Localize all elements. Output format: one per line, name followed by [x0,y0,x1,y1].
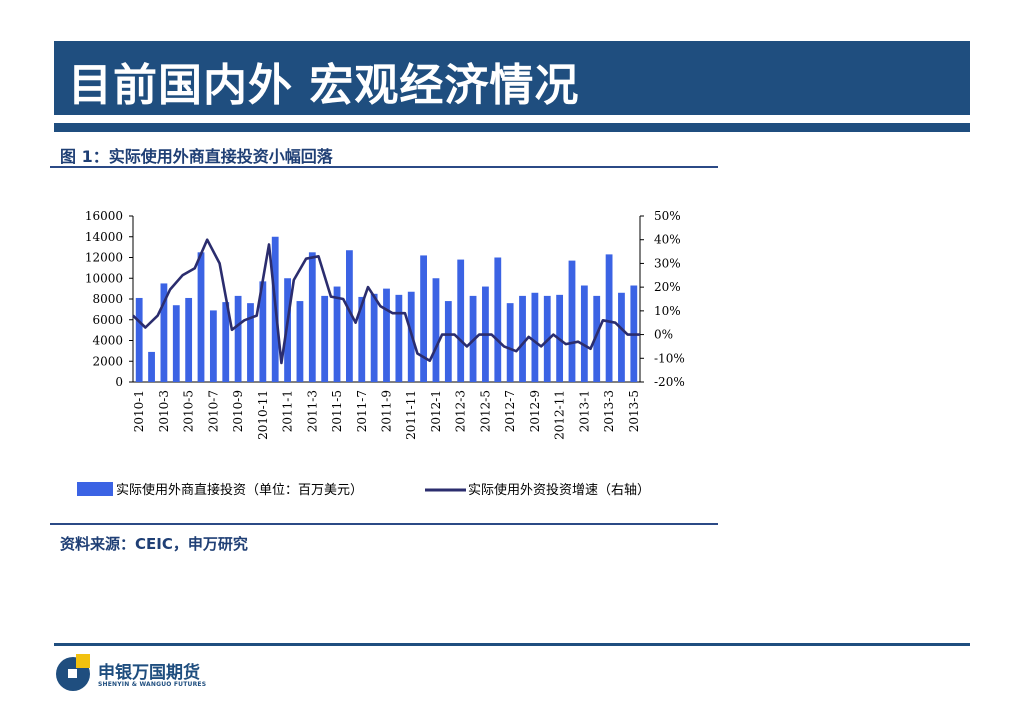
x-tick-label: 2011-3 [305,390,319,432]
bar [333,286,341,382]
bar [160,283,168,382]
x-tick-label: 2010-7 [206,390,220,432]
y-right-tick-label: 10% [654,304,681,318]
x-tick-label: 2011-1 [281,390,295,432]
bar [494,257,502,382]
x-tick-label: 2010-1 [132,390,146,432]
y-left-tick-label: 8000 [92,292,123,306]
x-tick-label: 2012-7 [503,390,517,432]
bar [346,250,353,382]
bar [259,281,267,382]
legend-bar-label: 实际使用外商直接投资（单位：百万美元） [116,482,363,498]
bar [605,254,613,382]
company-logo: 申银万国期货 SHENYIN & WANGUO FUTURES [54,652,254,694]
y-left-tick-label: 10000 [85,271,123,285]
bar [308,252,316,382]
y-right-tick-label: -10% [654,351,685,365]
bar [580,285,588,382]
bar [618,292,625,382]
y-left-tick-label: 6000 [92,313,123,327]
bar [247,303,254,382]
bar [296,301,304,382]
logo-name-en: SHENYIN & WANGUO FUTURES [98,681,207,688]
y-left-tick-label: 14000 [85,230,123,244]
y-right-tick-label: 50% [654,209,681,223]
x-tick-label: 2011-5 [330,390,344,432]
x-tick-label: 2012-5 [478,390,492,432]
x-tick-label: 2013-1 [577,390,591,432]
x-tick-label: 2010-9 [231,390,245,432]
bar [370,293,378,382]
page-title: 目前国内外 宏观经济情况 [68,60,580,111]
x-tick-label: 2012-11 [553,390,567,440]
bar [234,295,242,382]
y-left-tick-label: 2000 [92,354,123,368]
bar [185,297,193,382]
bar [148,351,155,382]
bar [197,252,205,382]
legend-bar-swatch [77,482,113,496]
bar [358,296,366,382]
x-tick-label: 2010-11 [256,390,270,440]
x-tick-label: 2012-3 [454,390,468,432]
y-right-tick-label: 20% [654,280,681,294]
figure-bottom-rule [50,523,718,525]
bar [135,297,143,382]
figure-title: 图 1：实际使用外商直接投资小幅回落 [60,147,333,166]
x-tick-label: 2011-9 [380,390,394,432]
footer-rule [54,643,970,646]
bar [395,294,403,382]
bar [420,255,427,382]
logo-name-cn: 申银万国期货 [98,663,200,683]
x-tick-label: 2012-1 [429,390,443,432]
y-right-tick-label: 0% [654,328,673,342]
bar [593,295,601,382]
bar [568,260,576,382]
x-tick-label: 2010-3 [157,390,171,432]
header-bar: 目前国内外 宏观经济情况 [54,41,970,115]
x-tick-label: 2013-5 [627,390,641,432]
y-right-tick-label: 40% [654,233,681,247]
x-tick-label: 2010-5 [182,390,196,432]
bar [457,259,465,382]
y-left-tick-label: 0 [115,375,123,389]
y-right-tick-label: 30% [654,256,681,270]
y-left-tick-label: 4000 [92,334,123,348]
x-tick-label: 2012-9 [528,390,542,432]
figure-source: 资料来源：CEIC，申万研究 [60,535,248,553]
figure-top-rule [50,166,718,168]
bar [506,303,514,382]
y-right-tick-label: -20% [654,375,685,389]
bar [222,302,230,382]
bar [383,288,390,382]
logo-mark-icon [56,654,90,691]
bar [172,305,180,382]
legend-line-label: 实际使用外资投资增速（右轴） [468,482,650,498]
bar [531,292,539,382]
bar [519,295,526,382]
bar [432,278,440,382]
bar [444,301,452,382]
bar [321,295,329,382]
y-left-tick-label: 16000 [85,209,123,223]
x-tick-label: 2013-3 [602,390,616,432]
y-left-tick-label: 12000 [85,251,123,265]
growth-line [132,238,640,365]
x-tick-label: 2011-7 [355,390,369,432]
x-tick-label: 2011-11 [404,390,418,440]
header-underbar [54,123,970,132]
bar [209,310,217,382]
